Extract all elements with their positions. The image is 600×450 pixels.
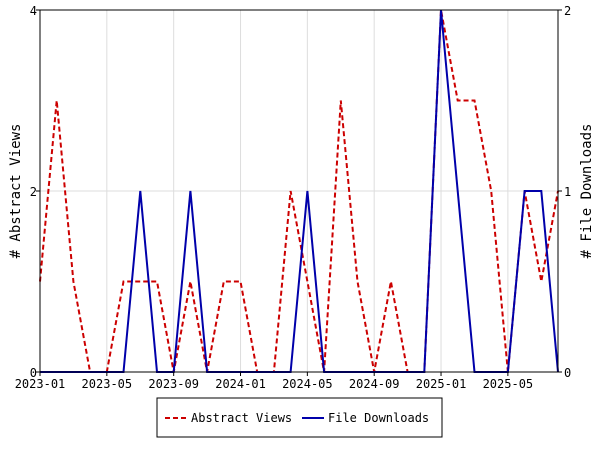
series-line-file-downloads <box>40 9 559 373</box>
x-tick-label: 2023-09 <box>148 377 199 391</box>
x-tick-label: 2024-09 <box>349 377 400 391</box>
y-tick-label-left: 4 <box>30 4 37 18</box>
y-tick-label-right: 2 <box>564 4 571 18</box>
legend-box <box>156 397 443 438</box>
legend-label: Abstract Views <box>191 411 292 425</box>
legend: Abstract Views File Downloads <box>156 397 443 438</box>
y-tick-label-left: 0 <box>30 366 37 380</box>
x-tick-label: 2025-05 <box>483 377 534 391</box>
x-tick-label: 2023-05 <box>82 377 133 391</box>
axes-layer: 2023-01 2023-05 2023-09 2024-01 2024-05 2024-… <box>15 4 572 391</box>
legend-label: File Downloads <box>328 411 429 425</box>
x-tick-label: 2024-05 <box>282 377 333 391</box>
y-tick-label-right: 1 <box>564 185 571 199</box>
y-tick-label-left: 2 <box>30 185 37 199</box>
grid-lines <box>39 9 558 373</box>
y-tick-label-right: 0 <box>564 366 571 380</box>
y-axis-label-left: # Abstract Views <box>8 124 24 259</box>
series-layer <box>39 9 559 373</box>
x-tick-label: 2025-01 <box>416 377 467 391</box>
series-line-abstract-views <box>39 9 559 373</box>
x-tick-label: 2023-01 <box>15 377 66 391</box>
y-axis-label-right: # File Downloads <box>579 124 595 259</box>
x-tick-label: 2024-01 <box>215 377 266 391</box>
